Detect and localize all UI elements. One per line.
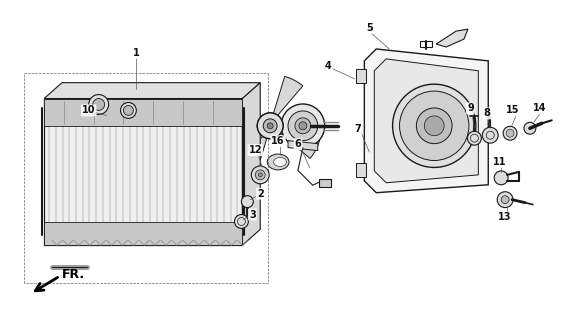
Bar — [357, 163, 367, 177]
Circle shape — [503, 126, 517, 140]
Polygon shape — [44, 99, 243, 245]
Polygon shape — [288, 141, 318, 151]
Text: 3: 3 — [249, 210, 256, 220]
Circle shape — [89, 95, 109, 114]
Circle shape — [93, 99, 105, 110]
Text: 8: 8 — [484, 108, 491, 118]
Polygon shape — [374, 59, 478, 183]
Circle shape — [258, 173, 262, 177]
Ellipse shape — [267, 154, 289, 170]
Circle shape — [424, 116, 444, 136]
Text: 9: 9 — [467, 103, 474, 114]
Ellipse shape — [100, 110, 119, 120]
Circle shape — [120, 102, 136, 118]
Polygon shape — [436, 29, 468, 47]
Circle shape — [497, 192, 513, 208]
Text: 10: 10 — [82, 105, 96, 116]
Text: 16: 16 — [272, 136, 285, 146]
Circle shape — [393, 84, 476, 167]
Circle shape — [482, 127, 498, 143]
Text: 4: 4 — [324, 61, 331, 71]
Circle shape — [416, 108, 452, 144]
Bar — [319, 179, 331, 187]
Text: 14: 14 — [533, 103, 547, 114]
Text: 2: 2 — [257, 189, 263, 199]
Circle shape — [257, 113, 283, 139]
Circle shape — [257, 113, 283, 139]
Circle shape — [123, 106, 133, 116]
Circle shape — [263, 119, 277, 133]
Circle shape — [288, 111, 318, 141]
Circle shape — [506, 129, 514, 137]
Polygon shape — [44, 99, 243, 126]
Circle shape — [501, 196, 509, 204]
Text: 6: 6 — [295, 139, 301, 149]
Polygon shape — [243, 83, 260, 245]
Circle shape — [299, 122, 307, 130]
Polygon shape — [280, 129, 320, 158]
Polygon shape — [273, 76, 303, 116]
Ellipse shape — [102, 112, 116, 119]
Circle shape — [524, 122, 536, 134]
Circle shape — [241, 196, 254, 208]
Circle shape — [400, 91, 469, 161]
Polygon shape — [44, 222, 243, 245]
Text: 11: 11 — [493, 157, 507, 167]
Circle shape — [255, 170, 265, 180]
Polygon shape — [237, 135, 267, 175]
Text: 1: 1 — [133, 48, 140, 58]
Bar — [357, 69, 367, 83]
Circle shape — [281, 104, 325, 148]
Polygon shape — [221, 93, 261, 123]
Polygon shape — [44, 83, 260, 99]
Circle shape — [267, 123, 273, 129]
Circle shape — [267, 123, 273, 129]
Circle shape — [251, 166, 269, 184]
Text: 5: 5 — [366, 23, 373, 33]
Text: FR.: FR. — [62, 268, 85, 281]
Circle shape — [234, 214, 248, 228]
Circle shape — [295, 118, 311, 134]
Ellipse shape — [274, 157, 287, 166]
Text: 12: 12 — [248, 145, 262, 155]
Circle shape — [467, 131, 481, 145]
Polygon shape — [364, 49, 488, 193]
Circle shape — [494, 171, 508, 185]
Text: 13: 13 — [499, 212, 512, 222]
Circle shape — [263, 119, 277, 133]
Bar — [420, 41, 433, 47]
Text: 15: 15 — [506, 105, 520, 116]
Text: 7: 7 — [354, 124, 361, 134]
